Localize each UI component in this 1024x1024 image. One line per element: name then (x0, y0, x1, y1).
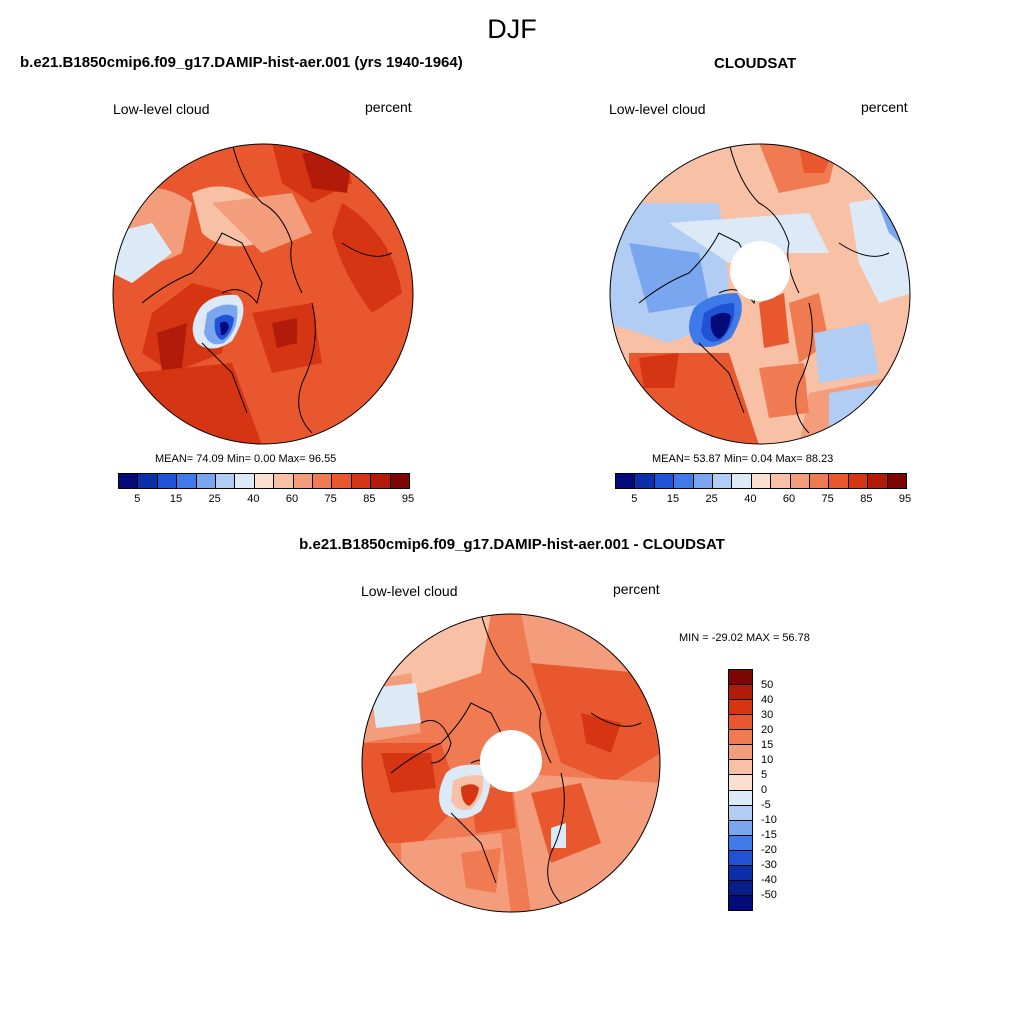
colorbar-tick-label: 75 (324, 493, 337, 505)
colorbar-swatch (196, 474, 217, 488)
colorbar-tick-label: 95 (898, 493, 912, 505)
colorbar-tick-label: 5 (631, 493, 638, 505)
colorbar-swatch (751, 474, 772, 488)
colorbar-swatch (138, 474, 158, 488)
colorbar-swatch (848, 474, 869, 488)
colorbar-tick-label: 40 (247, 493, 260, 505)
colorbar-tick-label: -50 (761, 889, 777, 901)
colorbar-swatch (351, 474, 372, 488)
colorbar-tick-label: 5 (134, 493, 141, 505)
colorbar-tick-label: 40 (761, 694, 774, 706)
panel2-variable: Low-level cloud (609, 101, 706, 117)
colorbar-tick-label: 25 (705, 493, 718, 505)
colorbar-tick-label: 60 (782, 493, 796, 505)
colorbar-swatch (732, 474, 752, 488)
colorbar-tick-label: -40 (761, 874, 777, 886)
difference-colorbar (728, 669, 753, 911)
season-title: DJF (487, 14, 537, 44)
colorbar-swatch (635, 474, 655, 488)
colorbar-swatch (274, 474, 294, 488)
colorbar-swatch (119, 474, 139, 488)
colorbar-tick-label: 15 (761, 739, 774, 751)
colorbar-tick-label: 95 (401, 493, 415, 505)
colorbar-swatch (729, 895, 752, 910)
colorbar-swatch (332, 474, 352, 488)
colorbar-swatch (254, 474, 275, 488)
colorbar-swatch (713, 474, 733, 488)
colorbar-tick-label: 15 (169, 493, 183, 505)
colorbar-swatch (729, 865, 752, 881)
panel3-variable: Low-level cloud (361, 583, 458, 599)
colorbar-swatch (729, 790, 752, 806)
colorbar-tick-label: 50 (761, 679, 774, 691)
colorbar-swatch (654, 474, 675, 488)
colorbar-swatch (829, 474, 849, 488)
colorbar-swatch (729, 835, 752, 851)
colorbar-tick-label: -30 (761, 859, 777, 871)
colorbar-swatch (729, 820, 752, 836)
colorbar-tick-label: -10 (761, 814, 777, 826)
panel2-stats: MEAN= 53.87 Min= 0.04 Max= 88.23 (652, 453, 834, 465)
colorbar-tick-label: 15 (666, 493, 680, 505)
colorbar-swatch (868, 474, 888, 488)
panel3-title: b.e21.B1850cmip6.f09_g17.DAMIP-hist-aer.… (299, 536, 725, 553)
difference-polar-map (361, 613, 661, 913)
colorbar-tick-label: 85 (860, 493, 873, 505)
colorbar-tick-label: 5 (761, 769, 768, 781)
colorbar-swatch (371, 474, 391, 488)
panel3-stats: MIN = -29.02 MAX = 56.78 (679, 632, 810, 644)
colorbar-swatch (729, 805, 752, 821)
colorbar-tick-label: 10 (761, 754, 774, 766)
panel1-title: b.e21.B1850cmip6.f09_g17.DAMIP-hist-aer.… (20, 54, 463, 71)
colorbar-tick-label: 75 (821, 493, 834, 505)
colorbar-swatch (674, 474, 694, 488)
colorbar-swatch (729, 880, 752, 896)
panel2-colorbar (615, 473, 907, 489)
colorbar-swatch (729, 745, 752, 761)
cloudsat-polar-map (609, 143, 911, 445)
colorbar-swatch (771, 474, 791, 488)
colorbar-tick-label: -20 (761, 844, 777, 856)
colorbar-tick-label: 0 (761, 784, 768, 796)
panel2-title: CLOUDSAT (714, 55, 797, 72)
panel1-colorbar (118, 473, 410, 489)
colorbar-swatch (177, 474, 197, 488)
colorbar-tick-label: 60 (285, 493, 299, 505)
colorbar-swatch (235, 474, 255, 488)
colorbar-tick-label: 85 (363, 493, 376, 505)
colorbar-swatch (390, 474, 410, 488)
colorbar-swatch (313, 474, 333, 488)
panel1-variable: Low-level cloud (113, 101, 210, 117)
colorbar-tick-label: 25 (208, 493, 221, 505)
colorbar-tick-label: 40 (744, 493, 757, 505)
panel1-units: percent (365, 99, 412, 115)
panel2-units: percent (861, 99, 908, 115)
colorbar-swatch (729, 700, 752, 716)
model-polar-map (112, 143, 414, 445)
colorbar-swatch (216, 474, 236, 488)
panel1-stats: MEAN= 74.09 Min= 0.00 Max= 96.55 (155, 453, 337, 465)
colorbar-swatch (157, 474, 178, 488)
colorbar-swatch (810, 474, 830, 488)
colorbar-swatch (729, 730, 752, 746)
colorbar-swatch (887, 474, 907, 488)
colorbar-swatch (729, 685, 752, 701)
colorbar-swatch (616, 474, 636, 488)
colorbar-tick-label: 20 (761, 724, 774, 736)
colorbar-swatch (729, 670, 752, 686)
colorbar-swatch (693, 474, 714, 488)
colorbar-swatch (790, 474, 811, 488)
colorbar-swatch (729, 760, 752, 776)
colorbar-tick-label: 30 (761, 709, 774, 721)
colorbar-swatch (729, 850, 752, 866)
colorbar-tick-label: -15 (761, 829, 777, 841)
panel3-units: percent (613, 581, 660, 597)
colorbar-swatch (293, 474, 314, 488)
colorbar-swatch (729, 775, 752, 791)
colorbar-swatch (729, 715, 752, 731)
colorbar-tick-label: -5 (761, 799, 771, 811)
